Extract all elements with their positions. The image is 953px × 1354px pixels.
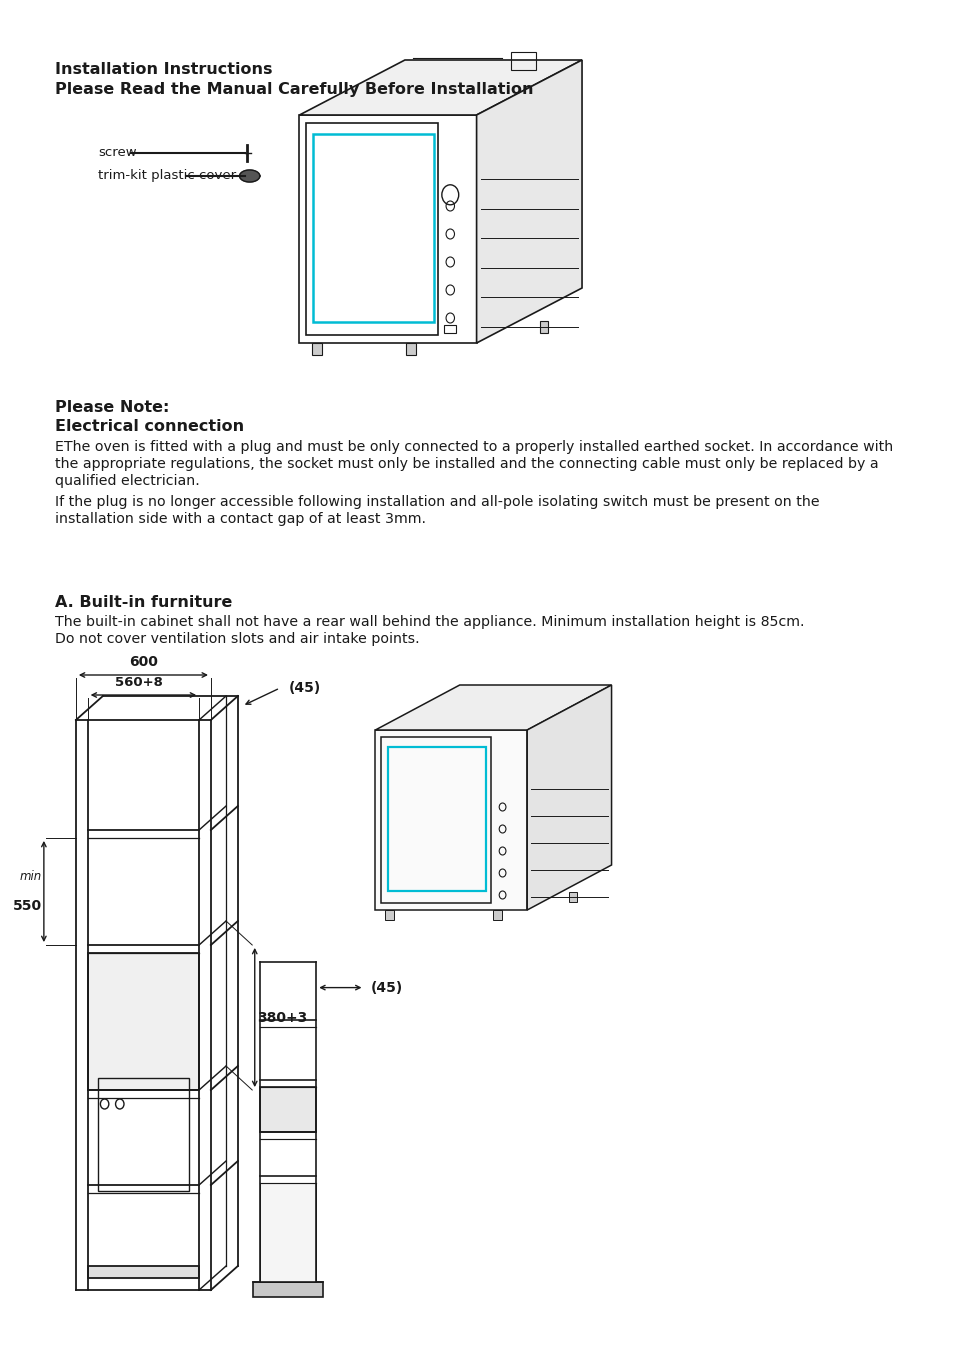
Text: (45): (45) [371,980,403,995]
Bar [299,115,476,343]
Bar [375,730,527,910]
Bar [444,325,456,333]
Bar [88,1266,199,1278]
Text: EThe oven is fitted with a plug and must be only connected to a properly install: EThe oven is fitted with a plug and must… [54,440,892,454]
Bar [388,747,486,891]
Text: Electrical connection: Electrical connection [54,418,244,435]
Bar [253,1282,323,1297]
Bar [306,123,437,334]
Bar [313,134,433,322]
Bar [405,343,416,355]
Text: screw: screw [98,146,136,160]
Bar [381,737,490,903]
Text: 600: 600 [129,655,157,669]
Bar [511,51,536,70]
Bar [539,321,548,333]
Bar [98,1078,189,1192]
Bar [259,1087,316,1132]
Polygon shape [299,60,581,115]
Text: A. Built-in furniture: A. Built-in furniture [54,594,232,611]
Bar [259,1183,316,1282]
Text: min: min [20,871,42,884]
Bar [385,910,394,919]
Text: Please Note:: Please Note: [54,399,169,414]
Polygon shape [239,171,259,181]
Text: 380+3: 380+3 [257,1010,307,1025]
Bar [569,892,577,902]
Text: the appropriate regulations, the socket must only be installed and the connectin: the appropriate regulations, the socket … [54,458,878,471]
Bar [312,343,322,355]
Text: 550: 550 [13,899,42,914]
Text: qualified electrician.: qualified electrician. [54,474,199,487]
Text: (45): (45) [288,681,320,695]
Text: Do not cover ventilation slots and air intake points.: Do not cover ventilation slots and air i… [54,632,419,646]
Text: trim-kit plastic cover: trim-kit plastic cover [98,169,235,183]
Text: Please Read the Manual Carefully Before Installation: Please Read the Manual Carefully Before … [54,83,533,97]
Bar [88,953,199,1090]
Text: installation side with a contact gap of at least 3mm.: installation side with a contact gap of … [54,512,425,525]
Text: 560+8: 560+8 [115,676,163,689]
Text: Installation Instructions: Installation Instructions [54,62,272,77]
Polygon shape [476,60,581,343]
Polygon shape [527,685,611,910]
Bar [493,910,501,919]
Polygon shape [375,685,611,730]
Text: If the plug is no longer accessible following installation and all-pole isolatin: If the plug is no longer accessible foll… [54,496,819,509]
Text: The built-in cabinet shall not have a rear wall behind the appliance. Minimum in: The built-in cabinet shall not have a re… [54,615,803,630]
